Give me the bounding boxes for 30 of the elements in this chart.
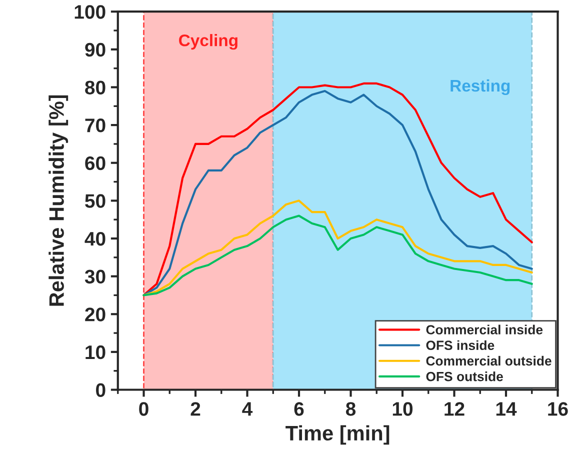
legend-label: Commercial outside [426, 356, 552, 366]
x-tick-label: 0 [139, 402, 148, 416]
band-label: Resting [450, 79, 510, 96]
x-tick-label: 12 [444, 402, 464, 416]
y-tick-label: 60 [85, 156, 106, 170]
x-tick-label: 6 [294, 402, 304, 416]
legend-label: OFS inside [426, 340, 494, 350]
y-tick-label: 80 [85, 80, 106, 94]
legend-label: Commercial inside [426, 324, 543, 334]
x-tick-label: 8 [346, 402, 356, 416]
x-tick-label: 14 [496, 402, 517, 416]
line-series [142, 214, 533, 296]
y-tick-label: 40 [84, 232, 106, 246]
y-axis-title: Relative Humidity [%] [48, 95, 68, 306]
y-tick-label: 0 [96, 383, 106, 397]
y-tick-label: 50 [85, 194, 106, 208]
x-tick-label: 16 [548, 402, 568, 416]
y-tick-label: 20 [85, 308, 106, 322]
legend-label: OFS outside [426, 372, 503, 382]
x-axis-title: Time [min] [286, 425, 390, 445]
y-tick-label: 100 [74, 5, 106, 19]
line-series [142, 200, 533, 296]
x-tick-label: 4 [242, 402, 253, 416]
x-tick-label: 10 [392, 402, 413, 416]
y-tick-label: 30 [84, 270, 106, 284]
y-tick-label: 10 [86, 345, 106, 360]
y-tick-label: 90 [85, 42, 106, 57]
y-tick-label: 70 [85, 118, 106, 132]
x-tick-label: 2 [190, 402, 200, 416]
band-label: Cycling [179, 34, 238, 50]
